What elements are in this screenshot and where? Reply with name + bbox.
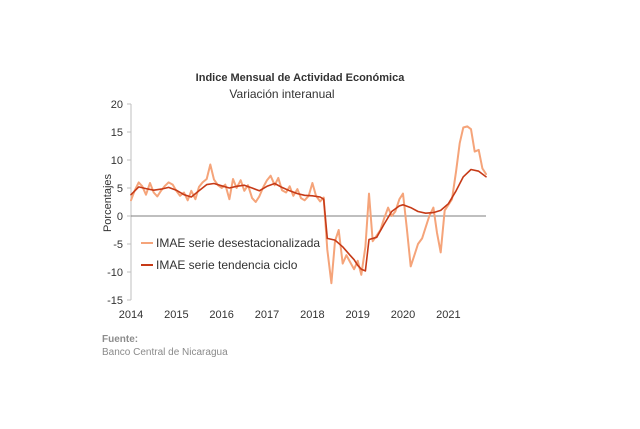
y-tick-label: 20 bbox=[111, 99, 123, 111]
x-tick-label: 2021 bbox=[436, 309, 460, 321]
y-tick-label: 15 bbox=[111, 127, 123, 139]
x-tick-label: 2016 bbox=[209, 309, 233, 321]
source-name: Banco Central de Nicaragua bbox=[102, 347, 228, 358]
y-tick-label: -15 bbox=[107, 295, 123, 307]
x-tick-label: 2018 bbox=[300, 309, 324, 321]
x-tick-label: 2014 bbox=[119, 309, 143, 321]
x-tick-label: 2019 bbox=[345, 309, 369, 321]
series-layer bbox=[130, 125, 487, 285]
y-tick-label: 10 bbox=[111, 155, 123, 167]
legend-label-2: IMAE serie tendencia ciclo bbox=[156, 258, 298, 272]
x-tick-label: 2017 bbox=[255, 309, 279, 321]
legend: IMAE serie desestacionalizada IMAE serie … bbox=[141, 236, 320, 272]
y-tick-label: 5 bbox=[117, 183, 123, 195]
chart-subtitle: Variación interanual bbox=[229, 87, 334, 101]
x-tick-label: 2015 bbox=[164, 309, 188, 321]
chart-title: Indice Mensual de Actividad Económica bbox=[196, 72, 406, 84]
y-axis-label: Porcentajes bbox=[102, 173, 114, 232]
source-label: Fuente: bbox=[102, 334, 139, 345]
y-tick-label: 0 bbox=[117, 211, 123, 223]
legend-label-1: IMAE serie desestacionalizada bbox=[156, 236, 320, 250]
y-axis: 20 15 10 5 0 -5 -10 -15 bbox=[107, 99, 131, 307]
x-axis: 2014 2015 2016 2017 2018 2019 2020 2021 bbox=[119, 309, 461, 321]
x-tick-label: 2020 bbox=[391, 309, 415, 321]
y-tick-label: -5 bbox=[113, 239, 123, 251]
y-tick-label: -10 bbox=[107, 267, 123, 279]
series-line-2 bbox=[130, 168, 487, 272]
